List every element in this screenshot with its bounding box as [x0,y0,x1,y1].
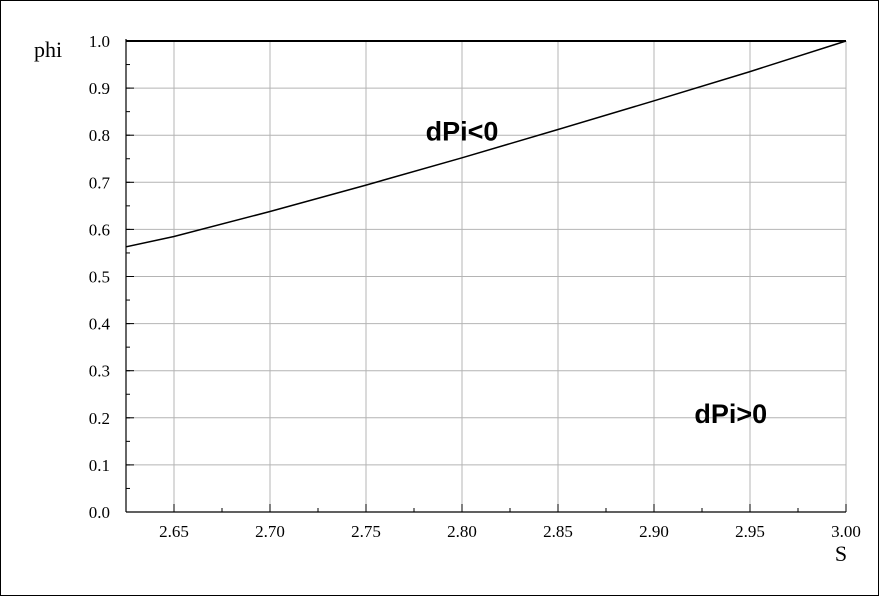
y-tick-label: 0.4 [89,315,111,334]
ticks: 2.65 2.70 2.75 2.80 2.85 2.90 2.95 3.00 0.0 0.1 0.… [89,32,861,541]
x-tick-label: 3.00 [831,522,861,541]
boundary-curve [125,40,847,248]
y-tick-label: 0.5 [89,268,110,287]
labels: dPi<0 dPi>0 [426,116,768,429]
region-label-negative: dPi<0 [426,116,499,146]
x-tick-label: 2.90 [639,522,669,541]
x-tick-label: 2.65 [159,522,189,541]
axes [125,39,846,513]
x-tick-label: 2.75 [351,522,381,541]
y-tick-label: 0.1 [89,456,110,475]
y-axis-label: phi [34,37,62,62]
x-tick-label: 2.95 [735,522,765,541]
grid [126,40,847,513]
x-tick-label: 2.70 [255,522,285,541]
y-tick-label: 0.3 [89,362,110,381]
y-tick-label: 0.2 [89,409,110,428]
y-tick-label: 0.6 [89,220,110,239]
y-tick-label: 0.9 [89,79,110,98]
x-tick-label: 2.85 [543,522,573,541]
y-tick-label: 1.0 [89,32,110,51]
y-tick-label: 0.0 [89,503,110,522]
region-label-positive: dPi>0 [694,399,767,429]
y-tick-label: 0.8 [89,126,110,145]
x-tick-label: 2.80 [447,522,477,541]
x-axis-label: S [835,541,847,566]
y-tick-label: 0.7 [89,173,111,192]
series [125,40,847,248]
